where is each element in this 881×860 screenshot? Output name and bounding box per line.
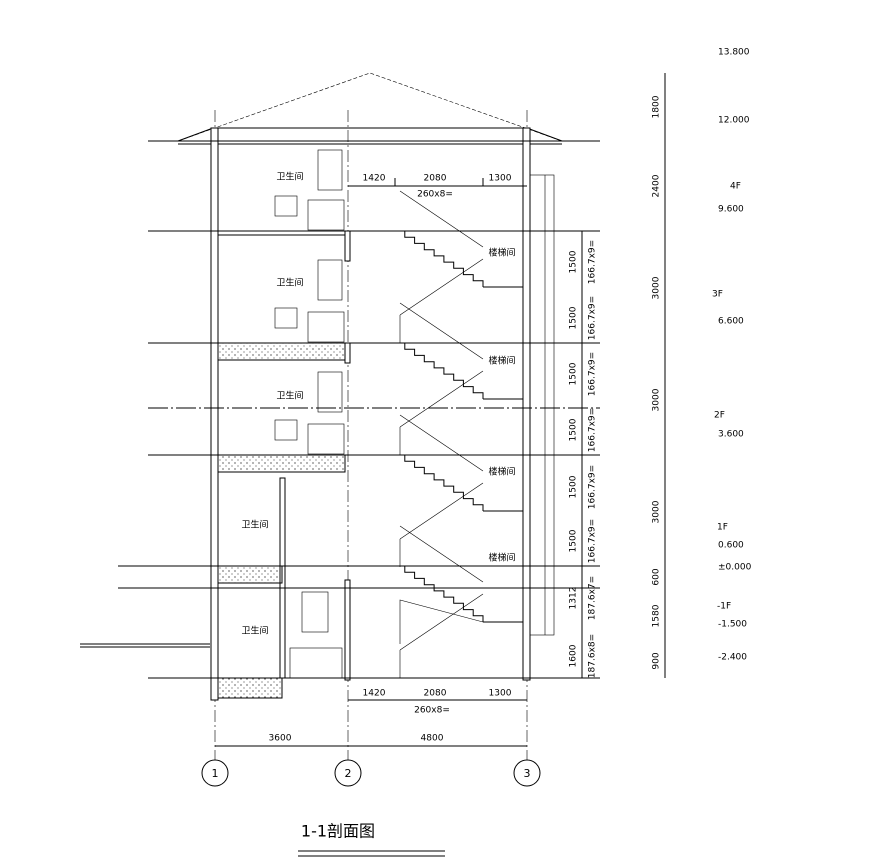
stair-rail bbox=[399, 302, 484, 360]
plan-dim: 2080 bbox=[424, 174, 447, 184]
stair-height: 1500 bbox=[569, 362, 579, 385]
room-label: 卫生间 bbox=[276, 277, 303, 289]
elevation-label: 13.800 bbox=[718, 48, 750, 58]
height-dim: 3000 bbox=[652, 500, 662, 523]
stair-rail bbox=[399, 482, 484, 540]
elevation-label: -2.400 bbox=[718, 653, 747, 663]
elevation-label: 3.600 bbox=[718, 430, 744, 440]
axis-label: 1 bbox=[212, 767, 219, 780]
stair-rail bbox=[399, 414, 484, 472]
room-label: 卫生间 bbox=[276, 171, 303, 183]
stair-rail bbox=[399, 258, 484, 316]
stair-flight bbox=[395, 454, 484, 511]
stair-steps: 166.7x9= bbox=[588, 465, 598, 509]
stair-height: 1500 bbox=[569, 418, 579, 441]
stair-height: 1500 bbox=[569, 475, 579, 498]
elevation-label: 0.600 bbox=[718, 541, 744, 551]
plan-dim: 1420 bbox=[363, 174, 386, 184]
linework bbox=[80, 72, 666, 857]
floor-label: -1F bbox=[717, 602, 731, 612]
room-label: 楼梯间 bbox=[488, 552, 515, 564]
stair-dims: 1500 166.7x9= 1500 166.7x9= 1500 166.7x9= 1500… bbox=[569, 240, 598, 678]
axis-label: 3 bbox=[524, 767, 531, 780]
stair-steps: 166.7x9= bbox=[588, 240, 598, 284]
height-dim: 3000 bbox=[652, 276, 662, 299]
elevation-label: 9.600 bbox=[718, 205, 744, 215]
floor-label: 2F bbox=[714, 411, 725, 421]
elevation-label: -1.500 bbox=[718, 620, 747, 630]
axis-label: 2 bbox=[345, 767, 352, 780]
stair-height: 1500 bbox=[569, 250, 579, 273]
plan-dim: 260x8= bbox=[414, 706, 450, 716]
stair-height: 1500 bbox=[569, 306, 579, 329]
elevation-label: 12.000 bbox=[718, 116, 750, 126]
stair-flight bbox=[395, 230, 484, 287]
stair-height: 1500 bbox=[569, 529, 579, 552]
floor-labels: 4F 3F 2F 1F -1F bbox=[712, 182, 741, 612]
room-label: 楼梯间 bbox=[488, 355, 515, 367]
height-dim: 2400 bbox=[652, 174, 662, 197]
plan-dims: 1420 2080 1300 260x8= 1420 2080 1300 260… bbox=[269, 174, 512, 744]
stair-flight bbox=[395, 565, 484, 622]
stair-height: 1312 bbox=[569, 587, 579, 610]
stair-rail bbox=[399, 190, 484, 248]
height-dim: 3000 bbox=[652, 388, 662, 411]
height-dim: 1800 bbox=[652, 95, 662, 118]
elevation-label: 6.600 bbox=[718, 317, 744, 327]
floor-label: 4F bbox=[730, 182, 741, 192]
plan-dim: 1420 bbox=[363, 689, 386, 699]
elevation-label: ±0.000 bbox=[718, 563, 752, 573]
plan-dim: 1300 bbox=[489, 174, 512, 184]
height-dims: 1800 2400 3000 3000 3000 600 1580 900 bbox=[652, 95, 662, 669]
plan-dim: 260x8= bbox=[417, 190, 453, 200]
room-label: 楼梯间 bbox=[488, 466, 515, 478]
height-dim: 600 bbox=[652, 568, 662, 585]
stair-rail bbox=[399, 370, 484, 428]
stair-flight bbox=[399, 599, 484, 644]
floor-label: 1F bbox=[717, 523, 728, 533]
height-dim: 900 bbox=[652, 652, 662, 669]
floor-label: 3F bbox=[712, 290, 723, 300]
axis-dim: 3600 bbox=[269, 734, 292, 744]
axis-dim: 4800 bbox=[421, 734, 444, 744]
room-label: 卫生间 bbox=[241, 625, 268, 637]
room-label: 卫生间 bbox=[276, 390, 303, 402]
room-labels: 卫生间 卫生间 卫生间 卫生间 卫生间 楼梯间 楼梯间 楼梯间 楼梯间 bbox=[241, 171, 515, 637]
stair-steps: 166.7x9= bbox=[588, 519, 598, 563]
stair-steps: 187.6x7= bbox=[588, 576, 598, 620]
stair-steps: 166.7x9= bbox=[588, 296, 598, 340]
stair-height: 1600 bbox=[569, 644, 579, 667]
stair-rail bbox=[399, 593, 484, 651]
room-label: 卫生间 bbox=[241, 519, 268, 531]
plan-dim: 1300 bbox=[489, 689, 512, 699]
elevations: 13.800 12.000 9.600 6.600 3.600 0.600 ±0… bbox=[718, 48, 752, 663]
plan-dim: 2080 bbox=[424, 689, 447, 699]
drawing-title: 1-1剖面图 bbox=[301, 822, 375, 841]
stair-rail bbox=[399, 525, 484, 583]
stair-flight bbox=[395, 342, 484, 399]
stair-steps: 166.7x9= bbox=[588, 408, 598, 452]
room-label: 楼梯间 bbox=[488, 247, 515, 259]
height-dim: 1580 bbox=[652, 604, 662, 627]
axis-labels: 1 2 3 bbox=[212, 767, 531, 780]
stair-steps: 187.6x8= bbox=[588, 634, 598, 678]
stair-steps: 166.7x9= bbox=[588, 352, 598, 396]
